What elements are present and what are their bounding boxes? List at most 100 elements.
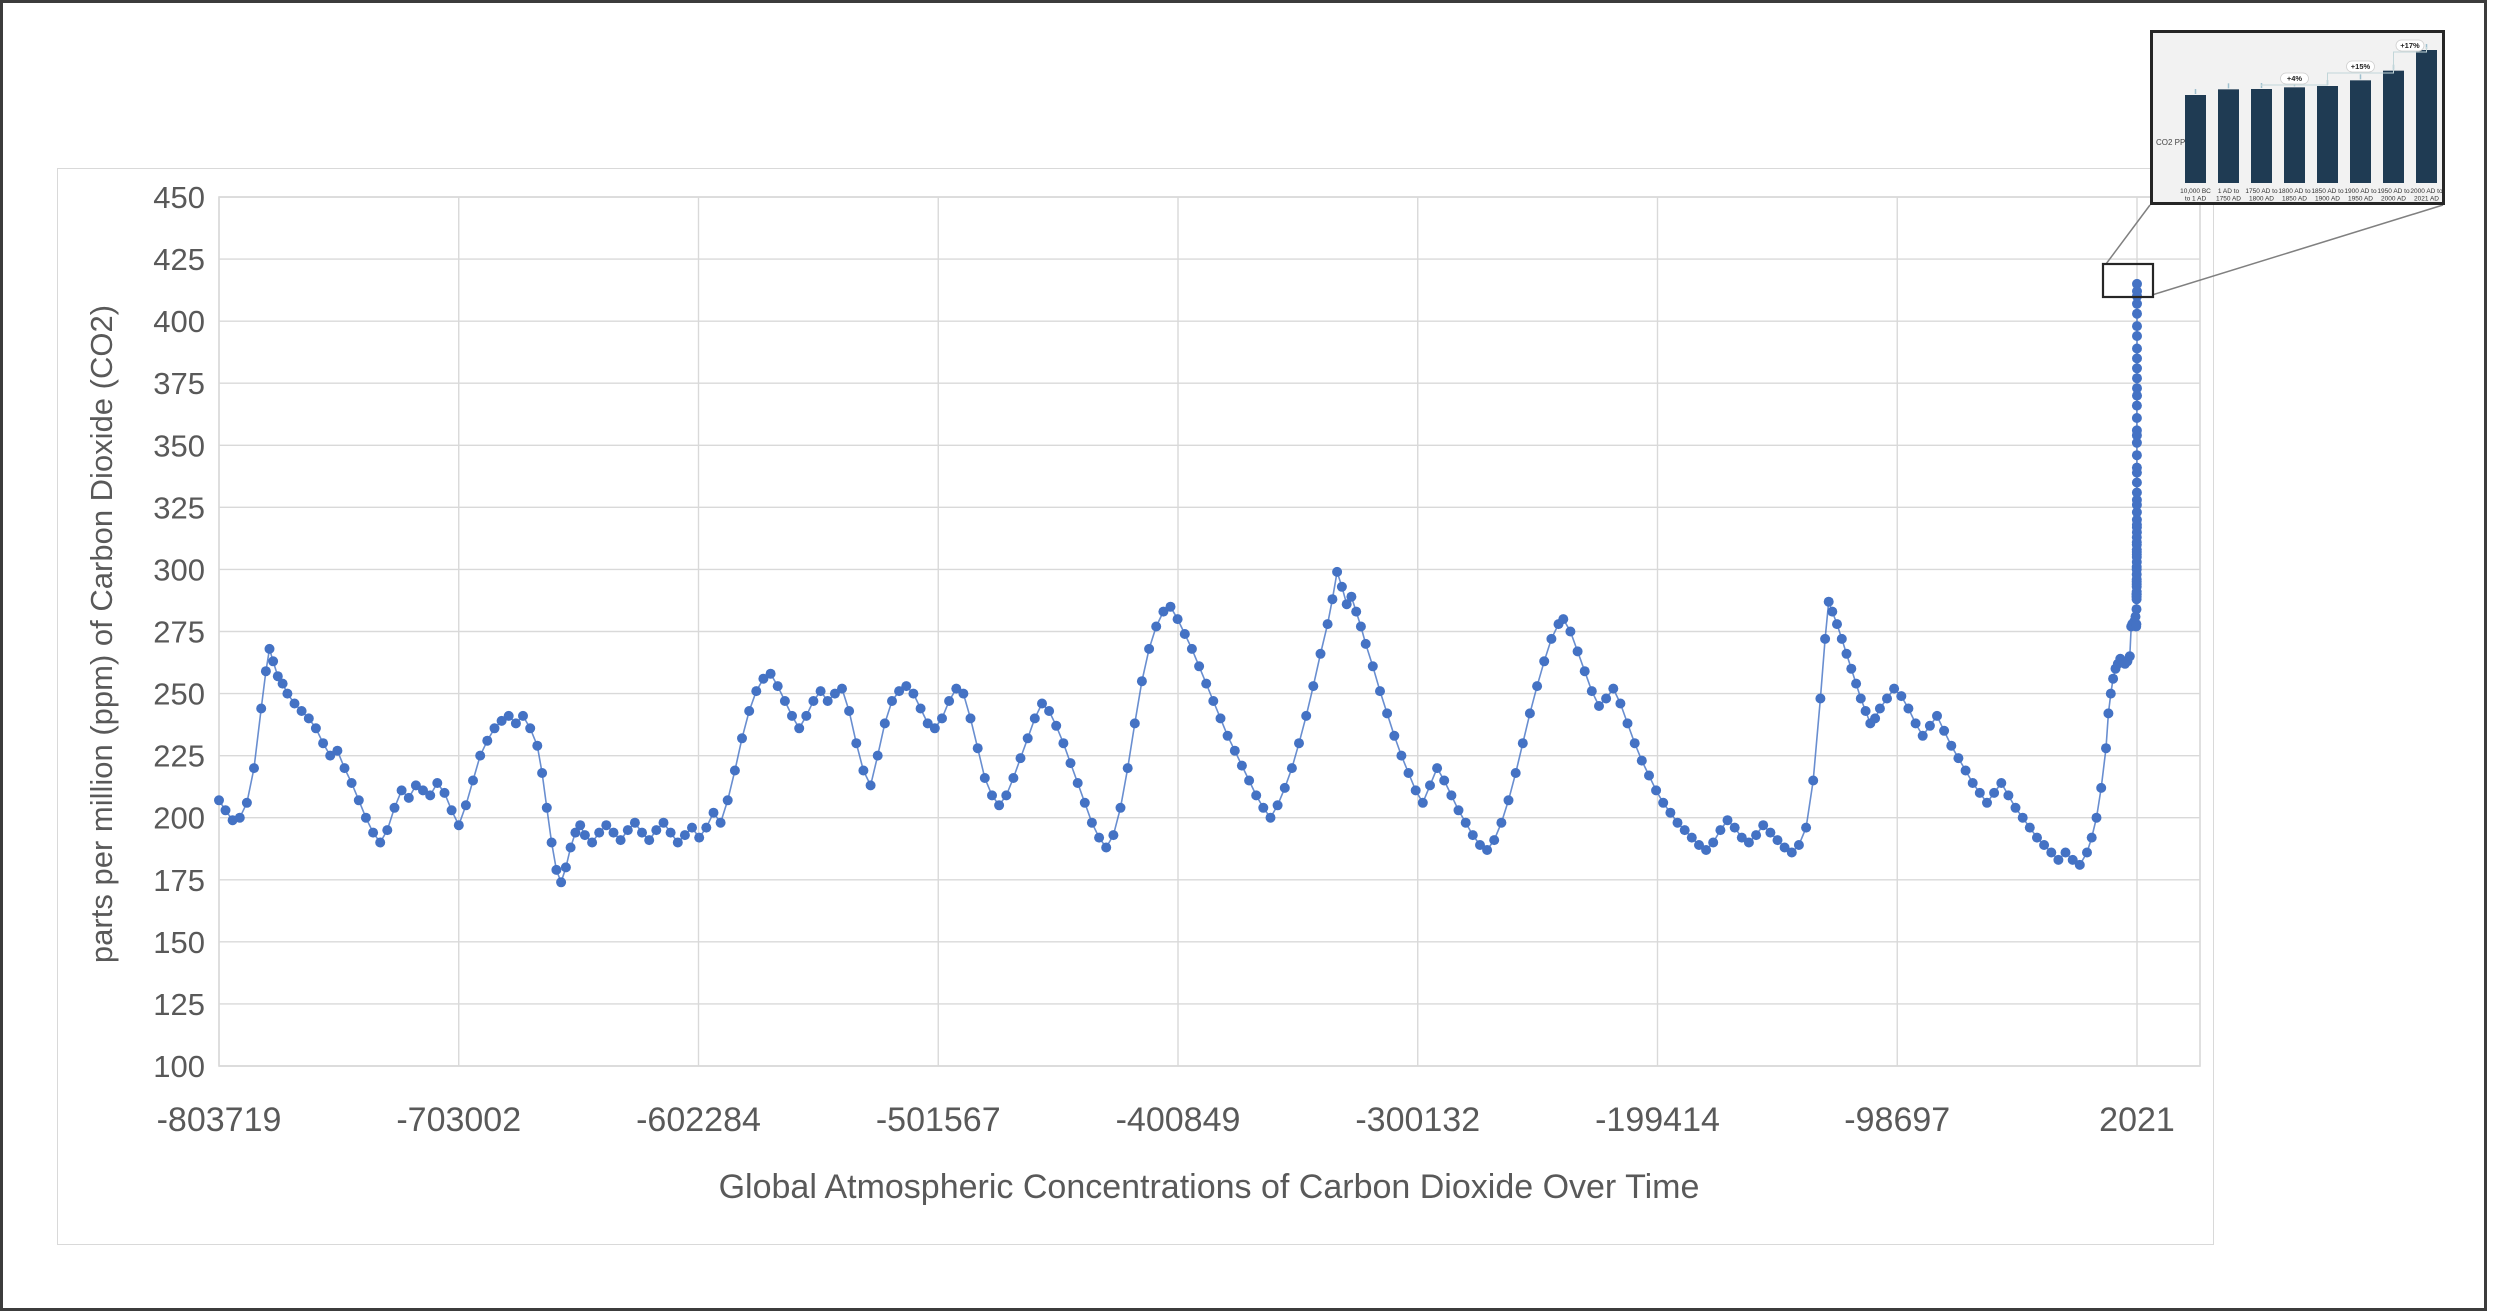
inset-annotation-label: +17% <box>2400 41 2420 50</box>
data-point <box>1094 832 1105 843</box>
data-point <box>2131 507 2142 518</box>
data-point <box>1827 606 1838 617</box>
data-point <box>1208 696 1219 706</box>
data-point <box>268 656 279 667</box>
inset-x-label: 2000 AD to <box>2410 188 2442 195</box>
inset-bar-chart: CO2 PPM 10,000 BC to 1 AD 1 AD to 1750 AD 175… <box>2150 30 2445 205</box>
data-point <box>1222 730 1233 741</box>
data-point <box>570 827 581 838</box>
data-point <box>651 825 662 836</box>
data-point <box>1820 633 1831 644</box>
inset-annotation-bracket <box>2327 67 2394 83</box>
data-point <box>1579 666 1590 677</box>
inset-bar <box>2416 50 2437 183</box>
data-point <box>829 688 840 699</box>
data-point <box>601 820 612 831</box>
data-point <box>1665 807 1676 818</box>
inset-annotation-bracket <box>2261 83 2328 86</box>
inset-x-label: 1800 AD to <box>2278 188 2311 195</box>
data-point <box>310 723 321 734</box>
data-point <box>1286 763 1297 774</box>
data-point <box>475 750 486 761</box>
data-point <box>851 738 862 749</box>
data-point <box>1924 720 1935 731</box>
data-point <box>1946 740 1957 751</box>
data-point <box>1382 708 1393 719</box>
data-point <box>822 696 833 706</box>
data-point <box>979 773 990 783</box>
data-point <box>1251 790 1262 801</box>
data-point <box>2131 437 2142 448</box>
data-point <box>1939 725 1950 736</box>
data-point <box>887 696 897 706</box>
data-point <box>2132 286 2142 297</box>
data-point <box>353 795 364 806</box>
data-point <box>214 795 224 806</box>
data-point <box>2086 832 2097 843</box>
data-point <box>1772 835 1783 846</box>
x-tick-label: -803719 <box>157 1101 282 1139</box>
data-point <box>1539 656 1550 667</box>
inset-bar <box>2218 89 2239 183</box>
data-point <box>1044 706 1055 716</box>
data-point <box>346 778 357 788</box>
data-point <box>260 666 271 677</box>
data-point <box>1510 768 1521 778</box>
data-point <box>2132 363 2142 374</box>
callout-rect <box>2101 262 2155 299</box>
data-point <box>2130 611 2141 622</box>
data-point <box>1101 842 1112 853</box>
data-point <box>339 763 350 774</box>
data-point <box>1615 698 1626 709</box>
data-point <box>2039 840 2050 850</box>
callout-connector-right <box>2151 204 2444 296</box>
data-point <box>403 792 414 803</box>
data-point <box>1989 787 2000 798</box>
callout-connector-left <box>2105 204 2151 265</box>
data-point <box>1722 815 1733 826</box>
data-point <box>2131 400 2142 411</box>
data-point <box>332 745 343 756</box>
data-point <box>701 822 712 833</box>
data-point <box>679 830 690 841</box>
data-point <box>503 710 514 721</box>
data-point <box>1294 738 1304 749</box>
inset-x-label: 1950 AD <box>2348 196 2373 203</box>
data-point <box>901 681 912 692</box>
x-tick-label: -602284 <box>636 1101 761 1139</box>
data-point <box>637 827 647 838</box>
data-point <box>608 827 619 838</box>
data-point <box>1475 840 1485 850</box>
data-point <box>325 750 336 761</box>
inset-y-label: CO2 PPM <box>2156 138 2192 147</box>
inset-annotation-pill <box>2280 72 2309 85</box>
data-point <box>1779 842 1790 853</box>
y-tick-label: 300 <box>153 552 205 587</box>
y-tick-label: 375 <box>153 366 205 401</box>
inset-annotation-label: +4% <box>2287 74 2303 83</box>
data-point <box>1265 812 1276 823</box>
data-point <box>1327 594 1338 605</box>
data-point <box>1874 703 1885 714</box>
data-point <box>1165 601 1176 612</box>
data-point <box>2003 790 2014 801</box>
data-point <box>565 842 576 853</box>
data-point <box>972 743 983 754</box>
data-point <box>1686 832 1697 843</box>
data-point <box>1332 566 1343 577</box>
y-tick-label: 175 <box>153 863 205 898</box>
data-point <box>1244 775 1255 786</box>
data-point <box>1701 845 1712 855</box>
data-point <box>575 820 586 831</box>
inset-bar <box>2317 86 2338 183</box>
data-point <box>765 668 776 679</box>
data-point <box>1815 693 1826 704</box>
data-point <box>2132 383 2142 394</box>
inset-x-label: 1950 AD to <box>2377 188 2410 195</box>
data-point <box>1546 633 1557 644</box>
data-point <box>1708 837 1719 848</box>
data-point <box>234 812 245 823</box>
data-point <box>1601 693 1612 704</box>
data-point <box>1351 606 1362 617</box>
